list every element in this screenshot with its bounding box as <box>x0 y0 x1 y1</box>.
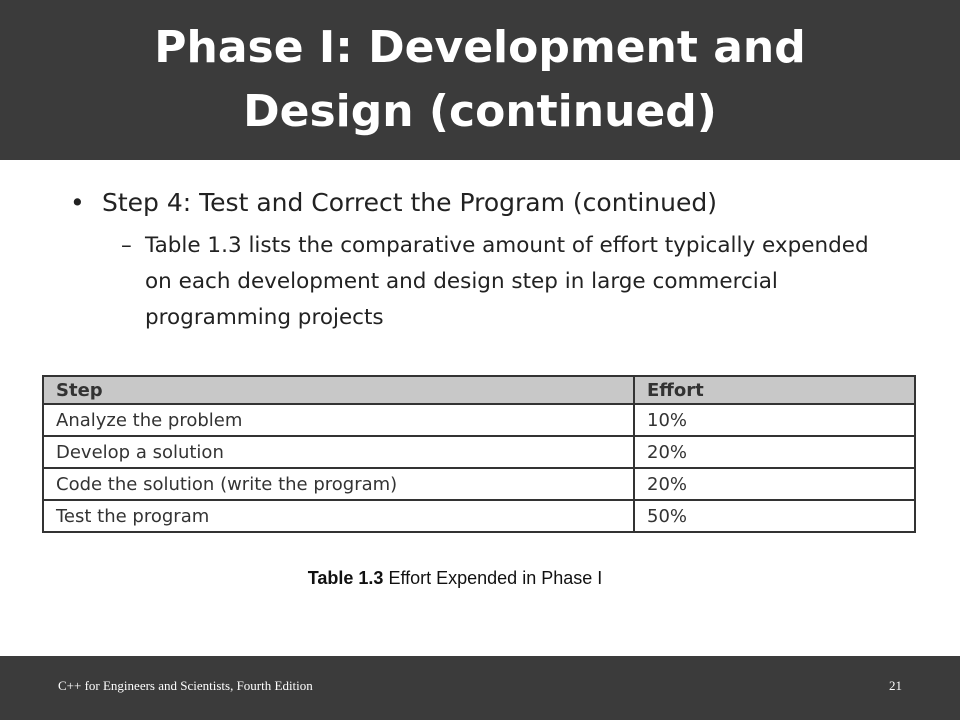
effort-cell: 50% <box>633 499 916 533</box>
sub-bullet: Table 1.3 lists the comparative amount o… <box>121 228 900 336</box>
effort-cell: 20% <box>633 467 916 501</box>
header: Phase I: Development and Design (continu… <box>0 0 960 160</box>
step-cell: Analyze the problem <box>42 403 635 437</box>
title: Phase I: Development and Design (continu… <box>154 22 806 137</box>
caption: Table 1.3 Effort Expended in Phase I <box>0 568 910 589</box>
content: Step 4: Test and Correct the Program (co… <box>70 186 900 336</box>
table-body: Analyze the problem 10% Develop a solution… <box>42 403 916 533</box>
caption-text: Effort Expended in Phase I <box>388 568 603 588</box>
book-title: C++ for Engineers and Scientists, Fourth… <box>58 678 313 693</box>
effort-cell: 20% <box>633 435 916 469</box>
step-cell: Test the program <box>42 499 635 533</box>
table-row: Develop a solution 20% <box>42 435 916 469</box>
page-number: 21 <box>889 678 902 693</box>
effort-table: Step Effort Analyze the problem 10% Develo… <box>42 375 916 533</box>
column-header: Step <box>42 375 635 405</box>
table-row: Analyze the problem 10% <box>42 403 916 437</box>
bullet: Step 4: Test and Correct the Program (co… <box>70 186 900 220</box>
step-cell: Code the solution (write the program) <box>42 467 635 501</box>
column-header: Effort <box>633 375 916 405</box>
effort-cell: 10% <box>633 403 916 437</box>
caption-label: Table 1.3 <box>307 568 384 588</box>
table-row: Code the solution (write the program) 20% <box>42 467 916 501</box>
header-row: Step Effort <box>42 375 916 405</box>
footer: C++ for Engineers and Scientists, Fourth… <box>0 656 960 720</box>
table-row: Test the program 50% <box>42 499 916 533</box>
step-cell: Develop a solution <box>42 435 635 469</box>
